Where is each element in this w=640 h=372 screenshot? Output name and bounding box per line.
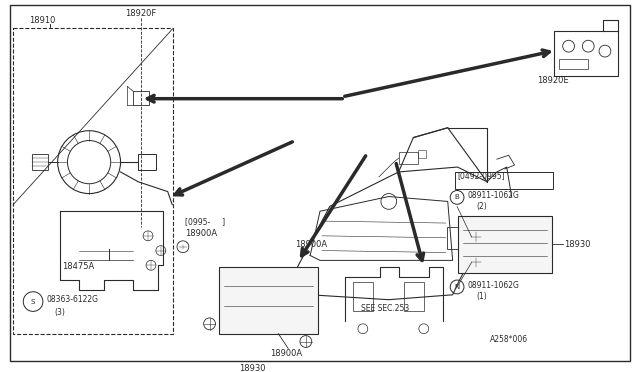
Text: 08911-1062G: 08911-1062G	[467, 280, 519, 290]
Text: 18930: 18930	[239, 363, 266, 372]
Text: 08363-6122G: 08363-6122G	[47, 295, 99, 304]
Bar	[133, 92, 149, 105]
Text: 18930: 18930	[564, 240, 591, 248]
Text: 18920E: 18920E	[537, 76, 568, 85]
Bar	[404, 282, 424, 311]
Text: 18920F: 18920F	[125, 9, 156, 18]
Text: S: S	[31, 299, 35, 305]
Text: 18475A: 18475A	[62, 262, 95, 271]
Text: [0995-     ]: [0995- ]	[185, 217, 225, 226]
Text: A258*006: A258*006	[490, 336, 528, 344]
Bar	[32, 154, 48, 170]
Bar	[419, 150, 426, 158]
Bar	[220, 267, 317, 334]
Bar	[353, 282, 372, 311]
Bar	[138, 154, 156, 170]
Bar	[458, 216, 552, 273]
Text: (1): (1)	[476, 292, 486, 301]
Text: 18900A: 18900A	[185, 230, 217, 238]
Bar	[13, 28, 173, 334]
Text: (3): (3)	[54, 308, 65, 317]
Text: 18910: 18910	[29, 16, 56, 25]
Text: B: B	[454, 195, 460, 201]
Bar	[447, 227, 458, 249]
Text: 18900A: 18900A	[295, 240, 327, 249]
Bar	[399, 152, 419, 164]
Text: 18900A: 18900A	[271, 349, 303, 358]
Bar	[455, 172, 554, 189]
Text: [0492-0995]: [0492-0995]	[457, 171, 505, 180]
Text: 08911-1062G: 08911-1062G	[467, 191, 519, 200]
Text: N: N	[454, 284, 460, 290]
Text: SEE SEC.253: SEE SEC.253	[361, 304, 409, 313]
Text: (2): (2)	[476, 202, 486, 211]
Bar	[559, 59, 588, 69]
Bar	[554, 32, 618, 76]
